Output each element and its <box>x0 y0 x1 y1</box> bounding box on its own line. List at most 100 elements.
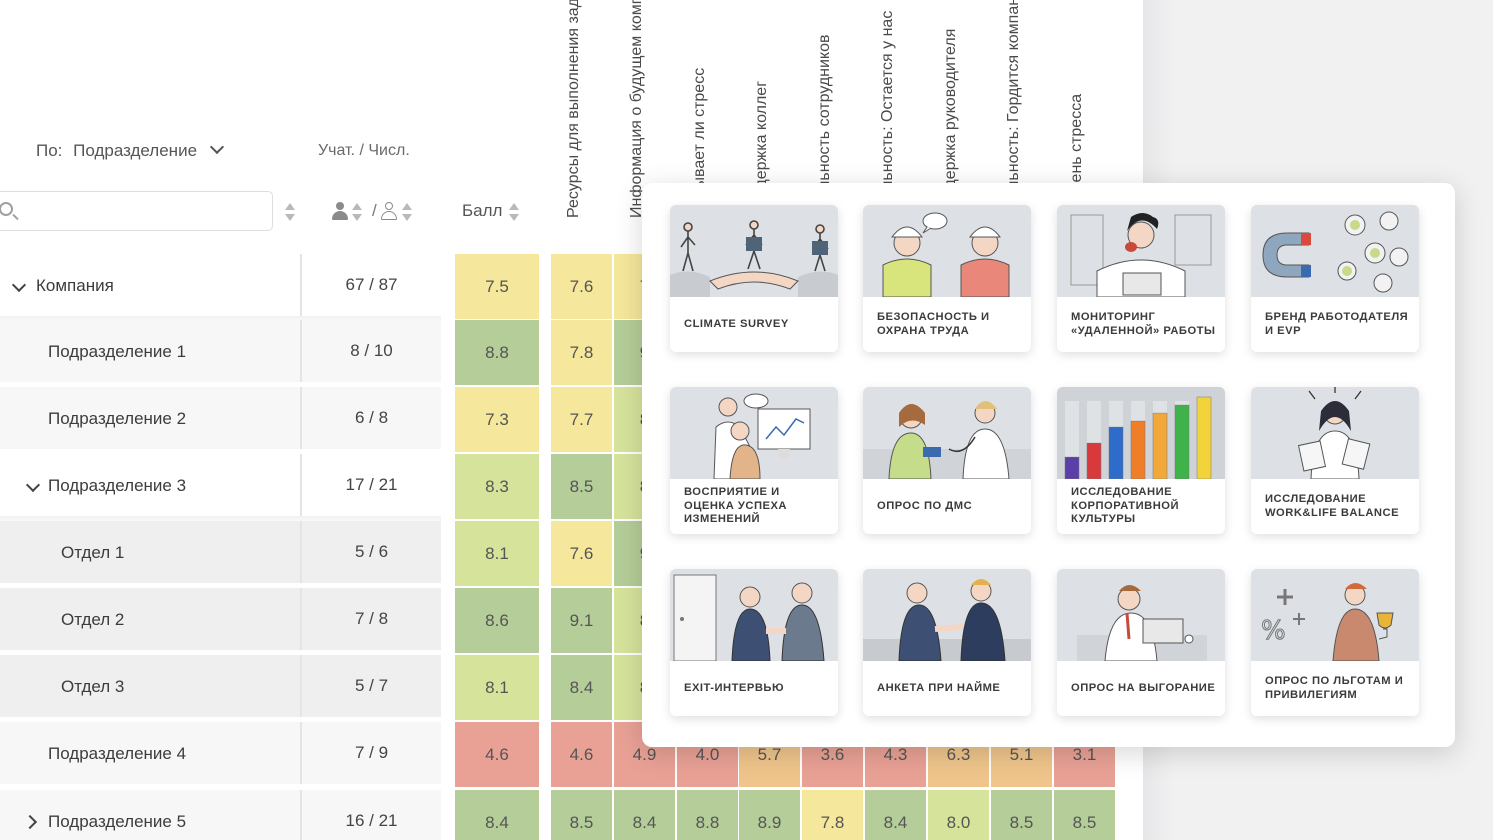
row-group-shadow <box>0 516 441 524</box>
table-row[interactable]: Подразделение 2 6 / 8 <box>0 387 441 449</box>
score-cell: 8.8 <box>455 320 539 385</box>
unit-name: Отдел 2 <box>61 610 125 629</box>
survey-template-title: ИССЛЕДОВАНИЕ КОРПОРАТИВНОЙ КУЛЬТУРЫ <box>1071 486 1180 526</box>
participants-count: 67 / 87 <box>300 254 441 316</box>
handshake-interview-illustration <box>863 569 1031 661</box>
participants-count: 6 / 8 <box>300 387 441 449</box>
participants-count: 8 / 10 <box>300 320 441 382</box>
score-cell: 4.6 <box>455 722 539 787</box>
survey-template-card[interactable]: % ОПРОС ПО ЛЬГОТАМ И ПРИВИЛЕГИЯМ <box>1251 569 1419 716</box>
heatmap-cell: 8.4 <box>551 655 612 720</box>
table-row[interactable]: Подразделение 3 17 / 21 <box>0 454 441 516</box>
question-header-1: Ресурсы для выполнения задач <box>565 0 591 220</box>
question-header-label: Ресурсы для выполнения задач <box>565 0 582 218</box>
unit-name: Отдел 1 <box>61 543 125 562</box>
heatmap-cell: 7.8 <box>802 790 863 840</box>
unit-name: Подразделение 5 <box>48 812 187 831</box>
search-icon <box>0 202 13 216</box>
survey-template-title: ОПРОС ПО ЛЬГОТАМ И ПРИВИЛЕГИЯМ <box>1265 675 1404 701</box>
magnet-people-illustration <box>1251 205 1419 297</box>
survey-template-card[interactable]: ОПРОС ПО ДМС <box>863 387 1031 534</box>
participants-count: 16 / 21 <box>300 790 441 840</box>
participants-count: 5 / 6 <box>300 521 441 583</box>
heatmap-cell: 9.1 <box>551 588 612 653</box>
score-cell: 8.4 <box>455 790 539 840</box>
survey-template-card[interactable]: EXIT-ИНТЕРВЬЮ <box>670 569 838 716</box>
score-cell: 8.1 <box>455 655 539 720</box>
search-field[interactable] <box>0 191 273 231</box>
sort-score-icon[interactable] <box>509 203 519 221</box>
survey-template-card[interactable]: БЕЗОПАСНОСТЬ И ОХРАНА ТРУДА <box>863 205 1031 352</box>
heatmap-cell: 8.4 <box>614 790 675 840</box>
unit-name: Подразделение 1 <box>48 342 187 361</box>
unit-name: Компания <box>36 276 114 295</box>
survey-template-title: ВОСПРИЯТИЕ И ОЦЕНКА УСПЕХА ИЗМЕНЕНИЙ <box>684 486 788 526</box>
participants-count: 7 / 8 <box>300 588 441 650</box>
color-columns-illustration <box>1057 387 1225 479</box>
heatmap-cell: 8.5 <box>991 790 1052 840</box>
sort-name-icon[interactable] <box>285 203 295 221</box>
heatmap-cell: 8.5 <box>1054 790 1115 840</box>
table-row[interactable]: Отдел 3 5 / 7 <box>0 655 441 717</box>
survey-template-card[interactable]: ОПРОС НА ВЫГОРАНИЕ <box>1057 569 1225 716</box>
survey-template-card[interactable]: МОНИТОРИНГ «УДАЛЕННОЙ» РАБОТЫ <box>1057 205 1225 352</box>
chart-meeting-illustration <box>670 387 838 479</box>
score-cell: 7.5 <box>455 254 539 319</box>
survey-template-title: БЕЗОПАСНОСТЬ И ОХРАНА ТРУДА <box>877 311 990 337</box>
survey-template-title: ИССЛЕДОВАНИЕ WORK&LIFE BALANCE <box>1265 493 1400 519</box>
sort-participants-icon[interactable] <box>352 203 362 221</box>
unit-name: Отдел 3 <box>61 677 125 696</box>
heatmap-cell: 7.8 <box>551 320 612 385</box>
participants-count: 17 / 21 <box>300 454 441 516</box>
question-header-label: Информация о будущем компании <box>628 0 645 218</box>
handshake-door-illustration <box>670 569 838 661</box>
chevron-right-icon[interactable] <box>22 814 38 830</box>
survey-template-title: ОПРОС НА ВЫГОРАНИЕ <box>1071 681 1216 694</box>
participants-column-header: Учат. / Числ. <box>318 142 410 159</box>
chevron-down-icon[interactable] <box>11 277 27 293</box>
unit-name: Подразделение 3 <box>48 476 187 495</box>
survey-template-card[interactable]: CLIMATE SURVEY <box>670 205 838 352</box>
workers-helmets-illustration <box>863 205 1031 297</box>
score-cell: 8.1 <box>455 521 539 586</box>
chevron-down-icon[interactable] <box>25 477 41 493</box>
survey-template-title: МОНИТОРИНГ «УДАЛЕННОЙ» РАБОТЫ <box>1071 311 1216 337</box>
survey-template-card[interactable]: ВОСПРИЯТИЕ И ОЦЕНКА УСПЕХА ИЗМЕНЕНИЙ <box>670 387 838 534</box>
sort-total-icon[interactable] <box>402 203 412 221</box>
chevron-down-icon <box>209 139 224 155</box>
table-row[interactable]: Отдел 2 7 / 8 <box>0 588 441 650</box>
hand-bridge-illustration <box>670 205 838 297</box>
table-row[interactable]: Подразделение 1 8 / 10 <box>0 320 441 382</box>
group-by-prefix: По: <box>36 141 63 160</box>
survey-templates-panel: CLIMATE SURVEY БЕЗОПАСНОСТЬ И ОХРАНА ТРУД… <box>642 183 1455 747</box>
heatmap-cell: 8.5 <box>551 790 612 840</box>
group-by-dropdown[interactable]: По: Подразделение <box>36 139 224 161</box>
survey-template-title: БРЕНД РАБОТОДАТЕЛЯ И EVP <box>1265 311 1409 337</box>
table-row[interactable]: Компания 67 / 87 <box>0 254 441 316</box>
score-cell: 8.6 <box>455 588 539 653</box>
score-cell: 8.3 <box>455 454 539 519</box>
person-outline-icon <box>381 202 397 220</box>
table-row[interactable]: Подразделение 4 7 / 9 <box>0 722 441 784</box>
participants-count: 7 / 9 <box>300 722 441 784</box>
search-input[interactable] <box>25 200 259 219</box>
heatmap-cell: 7.6 <box>551 521 612 586</box>
person-solid-icon <box>332 202 348 220</box>
participants-slash: / <box>372 201 377 220</box>
score-cell: 7.3 <box>455 387 539 452</box>
unit-name: Подразделение 2 <box>48 409 187 428</box>
table-row[interactable]: Отдел 1 5 / 6 <box>0 521 441 583</box>
tired-worker-illustration <box>1057 569 1225 661</box>
survey-template-card[interactable]: БРЕНД РАБОТОДАТЕЛЯ И EVP <box>1251 205 1419 352</box>
survey-template-card[interactable]: АНКЕТА ПРИ НАЙМЕ <box>863 569 1031 716</box>
doctor-patient-illustration <box>863 387 1031 479</box>
survey-template-card[interactable]: ИССЛЕДОВАНИЕ КОРПОРАТИВНОЙ КУЛЬТУРЫ <box>1057 387 1225 534</box>
survey-template-card[interactable]: ИССЛЕДОВАНИЕ WORK&LIFE BALANCE <box>1251 387 1419 534</box>
survey-template-title: ОПРОС ПО ДМС <box>877 499 973 512</box>
heatmap-cell: 8.9 <box>739 790 800 840</box>
table-row[interactable]: Подразделение 5 16 / 21 <box>0 790 441 840</box>
remote-worker-illustration <box>1057 205 1225 297</box>
heatmap-cell: 8.5 <box>551 454 612 519</box>
heatmap-cell: 8.0 <box>928 790 989 840</box>
participants-count: 5 / 7 <box>300 655 441 717</box>
